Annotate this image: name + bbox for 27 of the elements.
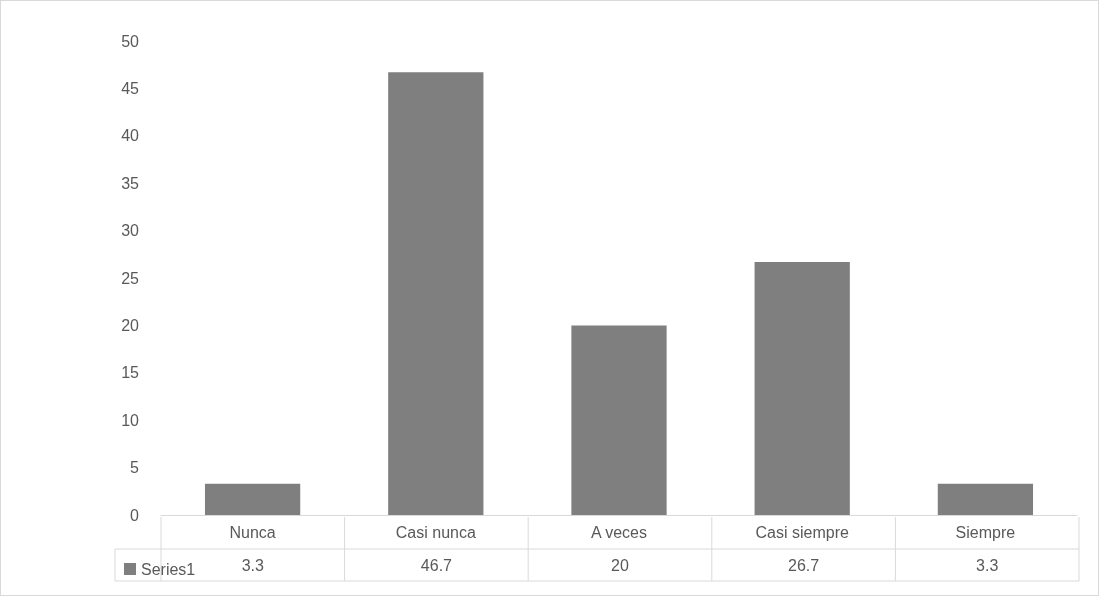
- y-tick-label: 15: [121, 364, 140, 382]
- bar: [937, 483, 1034, 515]
- x-tick-label: Siempre: [955, 523, 1016, 541]
- y-tick-label: 10: [121, 411, 140, 429]
- data-label: 3.3: [241, 556, 265, 574]
- x-tick-label: A veces: [590, 523, 648, 541]
- y-tick-label: 20: [121, 316, 140, 334]
- legend-label: Series1: [141, 560, 196, 578]
- bar: [754, 261, 850, 515]
- bar: [204, 483, 301, 515]
- bar: [571, 325, 667, 515]
- x-tick-label: Casi nunca: [395, 523, 476, 541]
- x-tick-label: Casi siempre: [755, 523, 849, 541]
- data-label: 46.7: [420, 556, 453, 574]
- data-label: 26.7: [788, 556, 820, 574]
- data-label: 20: [611, 556, 629, 574]
- y-tick-label: 0: [130, 506, 140, 524]
- y-tick-label: 5: [130, 459, 140, 477]
- x-tick-label: Nunca: [229, 523, 276, 541]
- y-tick-label: 50: [121, 32, 140, 50]
- bar: [388, 72, 484, 515]
- y-tick-label: 25: [121, 269, 140, 287]
- y-tick-label: 35: [121, 174, 140, 192]
- y-tick-label: 30: [121, 222, 140, 240]
- data-label: 3.3: [976, 556, 999, 574]
- y-tick-label: 45: [121, 79, 140, 97]
- y-tick-label: 40: [121, 127, 140, 145]
